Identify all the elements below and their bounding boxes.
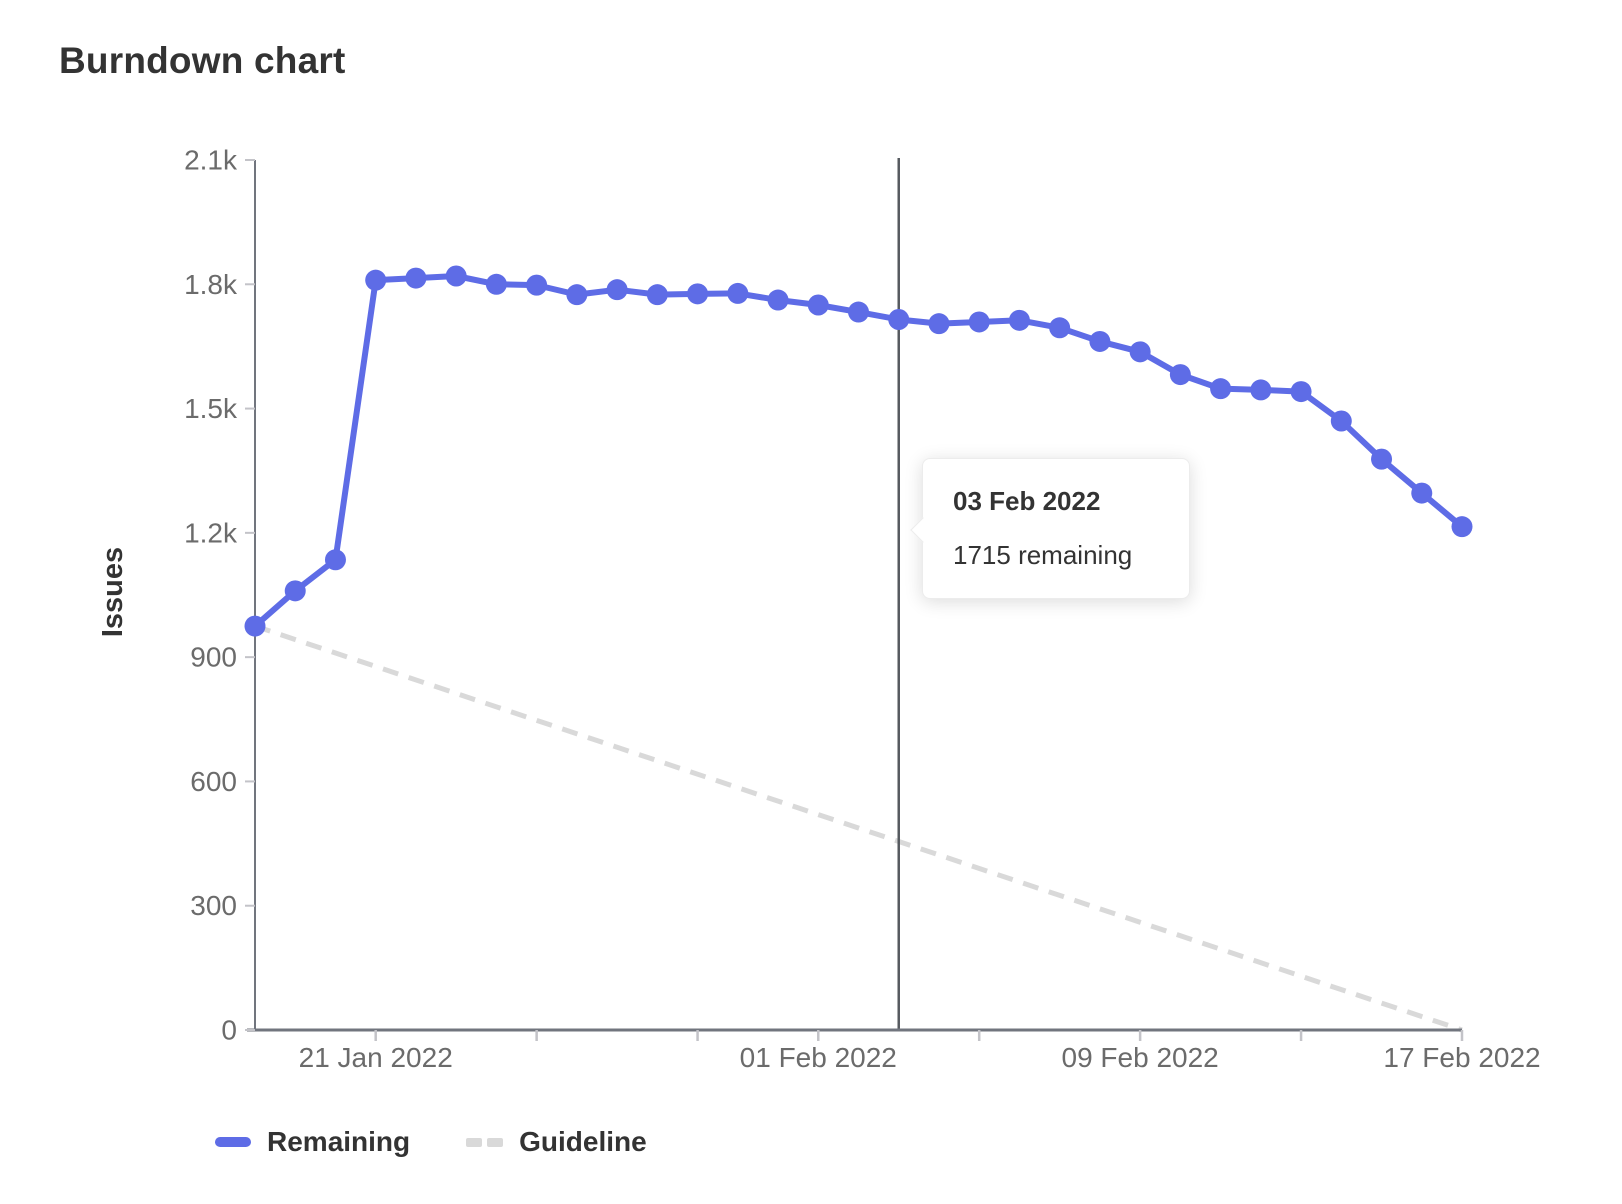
x-tick-label: 09 Feb 2022: [1062, 1042, 1219, 1073]
data-point[interactable]: [324, 549, 346, 571]
x-tick-label: 01 Feb 2022: [740, 1042, 897, 1073]
data-point[interactable]: [646, 284, 668, 306]
data-point[interactable]: [1169, 364, 1191, 386]
data-point[interactable]: [888, 309, 910, 330]
data-point[interactable]: [244, 615, 266, 637]
tooltip-date: 03 Feb 2022: [953, 486, 1101, 516]
y-axis-title: Issues: [97, 547, 129, 637]
data-point[interactable]: [1008, 309, 1030, 331]
y-tick-label: 1.2k: [184, 517, 238, 548]
data-point[interactable]: [566, 284, 588, 306]
data-point[interactable]: [526, 274, 548, 296]
data-point[interactable]: [1089, 330, 1111, 352]
data-point[interactable]: [1250, 379, 1272, 401]
data-point[interactable]: [1371, 448, 1393, 470]
y-tick-label: 1.5k: [184, 393, 238, 424]
data-point[interactable]: [365, 269, 387, 291]
data-point[interactable]: [405, 267, 427, 289]
legend-item-remaining[interactable]: Remaining: [215, 1126, 410, 1158]
chart-legend: Remaining Guideline: [215, 1126, 647, 1158]
data-point[interactable]: [1290, 381, 1312, 403]
data-point[interactable]: [968, 311, 990, 333]
page-title: Burndown chart: [59, 40, 346, 81]
data-point[interactable]: [848, 301, 869, 323]
data-point[interactable]: [606, 279, 628, 301]
y-tick-label: 900: [190, 642, 237, 673]
tooltip-value: 1715 remaining: [953, 540, 1133, 570]
remaining-line: [252, 273, 1465, 630]
y-tick-label: 0: [221, 1015, 237, 1046]
data-point[interactable]: [1411, 482, 1433, 504]
legend-label-remaining: Remaining: [267, 1126, 411, 1157]
data-point[interactable]: [727, 282, 749, 304]
chart-tooltip: 03 Feb 2022 1715 remaining: [910, 458, 1190, 599]
data-point[interactable]: [807, 294, 829, 316]
y-tick-label: 600: [190, 766, 237, 797]
data-point[interactable]: [284, 580, 306, 602]
y-tick-label: 2.1k: [184, 145, 238, 176]
y-tick-label: 300: [190, 890, 237, 921]
data-point[interactable]: [687, 283, 709, 305]
y-tick-label: 1.8k: [184, 269, 238, 300]
guideline-line: [254, 623, 1463, 1033]
x-tick-label: 17 Feb 2022: [1383, 1042, 1540, 1073]
data-point[interactable]: [485, 273, 507, 295]
data-point[interactable]: [1330, 410, 1352, 432]
remaining-swatch-icon: [215, 1137, 251, 1147]
data-point[interactable]: [1049, 317, 1071, 339]
data-point[interactable]: [1210, 378, 1232, 400]
guideline-swatch-icon: [466, 1137, 504, 1147]
legend-item-guideline[interactable]: Guideline: [466, 1126, 647, 1158]
legend-label-guideline: Guideline: [519, 1126, 647, 1157]
data-point[interactable]: [928, 313, 950, 335]
data-point[interactable]: [445, 265, 467, 287]
x-tick-label: 21 Jan 2022: [299, 1042, 453, 1073]
data-point[interactable]: [1129, 341, 1151, 363]
data-point[interactable]: [767, 289, 789, 311]
data-point[interactable]: [1451, 516, 1473, 538]
